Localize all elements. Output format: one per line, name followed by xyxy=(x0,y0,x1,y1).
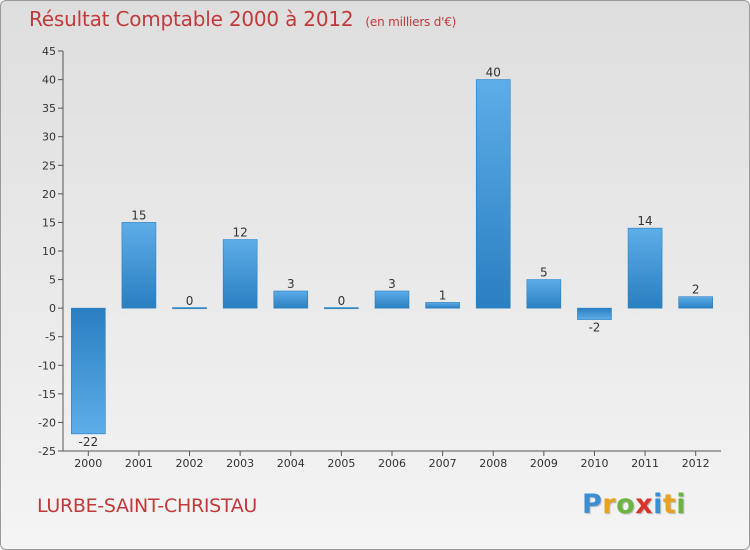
x-tick-label: 2003 xyxy=(226,457,254,470)
y-tick-label: 35 xyxy=(42,102,56,115)
logo-letter: o xyxy=(616,489,636,520)
bar-value-label: 12 xyxy=(233,226,248,240)
bar xyxy=(71,307,106,435)
y-tick-label: 25 xyxy=(42,159,56,172)
bar xyxy=(627,227,663,309)
y-tick-label: -10 xyxy=(38,359,56,372)
bar xyxy=(324,307,359,310)
bar-value-label: 15 xyxy=(131,208,146,222)
bar xyxy=(475,79,511,309)
bar xyxy=(526,279,562,309)
logo-letter: i xyxy=(676,489,687,520)
bar xyxy=(577,307,612,320)
x-tick-label: 2001 xyxy=(125,457,153,470)
bar xyxy=(121,222,157,309)
y-tick-label: -20 xyxy=(38,416,56,429)
y-tick-label: -25 xyxy=(38,445,56,458)
x-tick-label: 2000 xyxy=(74,457,102,470)
logo-letter: x xyxy=(635,489,654,520)
y-tick-label: 30 xyxy=(42,131,56,144)
bar-value-label: -22 xyxy=(79,435,99,449)
y-tick-label: 45 xyxy=(42,45,56,58)
bar xyxy=(374,290,410,309)
bar-value-label: 40 xyxy=(486,66,501,80)
x-tick-label: 2008 xyxy=(479,457,507,470)
y-tick-label: 10 xyxy=(42,245,56,258)
y-tick-label: 40 xyxy=(42,74,56,87)
x-tick-label: 2010 xyxy=(580,457,608,470)
bar xyxy=(172,307,207,310)
logo-letter: P xyxy=(582,489,603,520)
y-tick-label: -15 xyxy=(38,388,56,401)
x-tick-label: 2004 xyxy=(277,457,305,470)
bar-value-label: 5 xyxy=(540,266,548,280)
x-tick-label: 2005 xyxy=(327,457,355,470)
chart-title-text: Résultat Comptable 2000 à 2012 xyxy=(29,7,354,31)
bar-value-label: 3 xyxy=(388,277,396,291)
y-tick-label: 20 xyxy=(42,188,56,201)
logo-letter: t xyxy=(662,489,677,520)
bar-value-label: 0 xyxy=(186,294,194,308)
x-tick-label: 2007 xyxy=(429,457,457,470)
logo-letter: r xyxy=(602,489,617,520)
y-tick-label: 0 xyxy=(49,302,56,315)
x-tick-label: 2012 xyxy=(682,457,710,470)
commune-name: LURBE-SAINT-CHRISTAU xyxy=(37,495,258,517)
y-tick-label: 15 xyxy=(42,216,56,229)
x-tick-label: 2011 xyxy=(631,457,659,470)
x-tick-label: 2006 xyxy=(378,457,406,470)
chart-title: Résultat Comptable 2000 à 2012 (en millie… xyxy=(29,7,456,31)
x-tick-label: 2009 xyxy=(530,457,558,470)
x-tick-label: 2002 xyxy=(176,457,204,470)
bar xyxy=(425,302,460,309)
bar-value-label: 0 xyxy=(338,294,346,308)
proxiti-logo: Proxiti xyxy=(582,489,686,520)
bar-value-label: 2 xyxy=(692,283,700,297)
bar-value-label: 3 xyxy=(287,277,295,291)
chart-subtitle: (en milliers d'€) xyxy=(365,15,457,29)
bar xyxy=(222,239,258,309)
logo-letter: i xyxy=(653,489,663,520)
y-tick-label: -5 xyxy=(45,331,56,344)
bar xyxy=(273,290,309,309)
bar-value-label: 1 xyxy=(439,288,447,302)
bar xyxy=(678,296,713,309)
bar-value-label: -2 xyxy=(588,321,600,335)
y-tick-label: 5 xyxy=(49,274,56,287)
bar-value-label: 14 xyxy=(637,214,652,228)
